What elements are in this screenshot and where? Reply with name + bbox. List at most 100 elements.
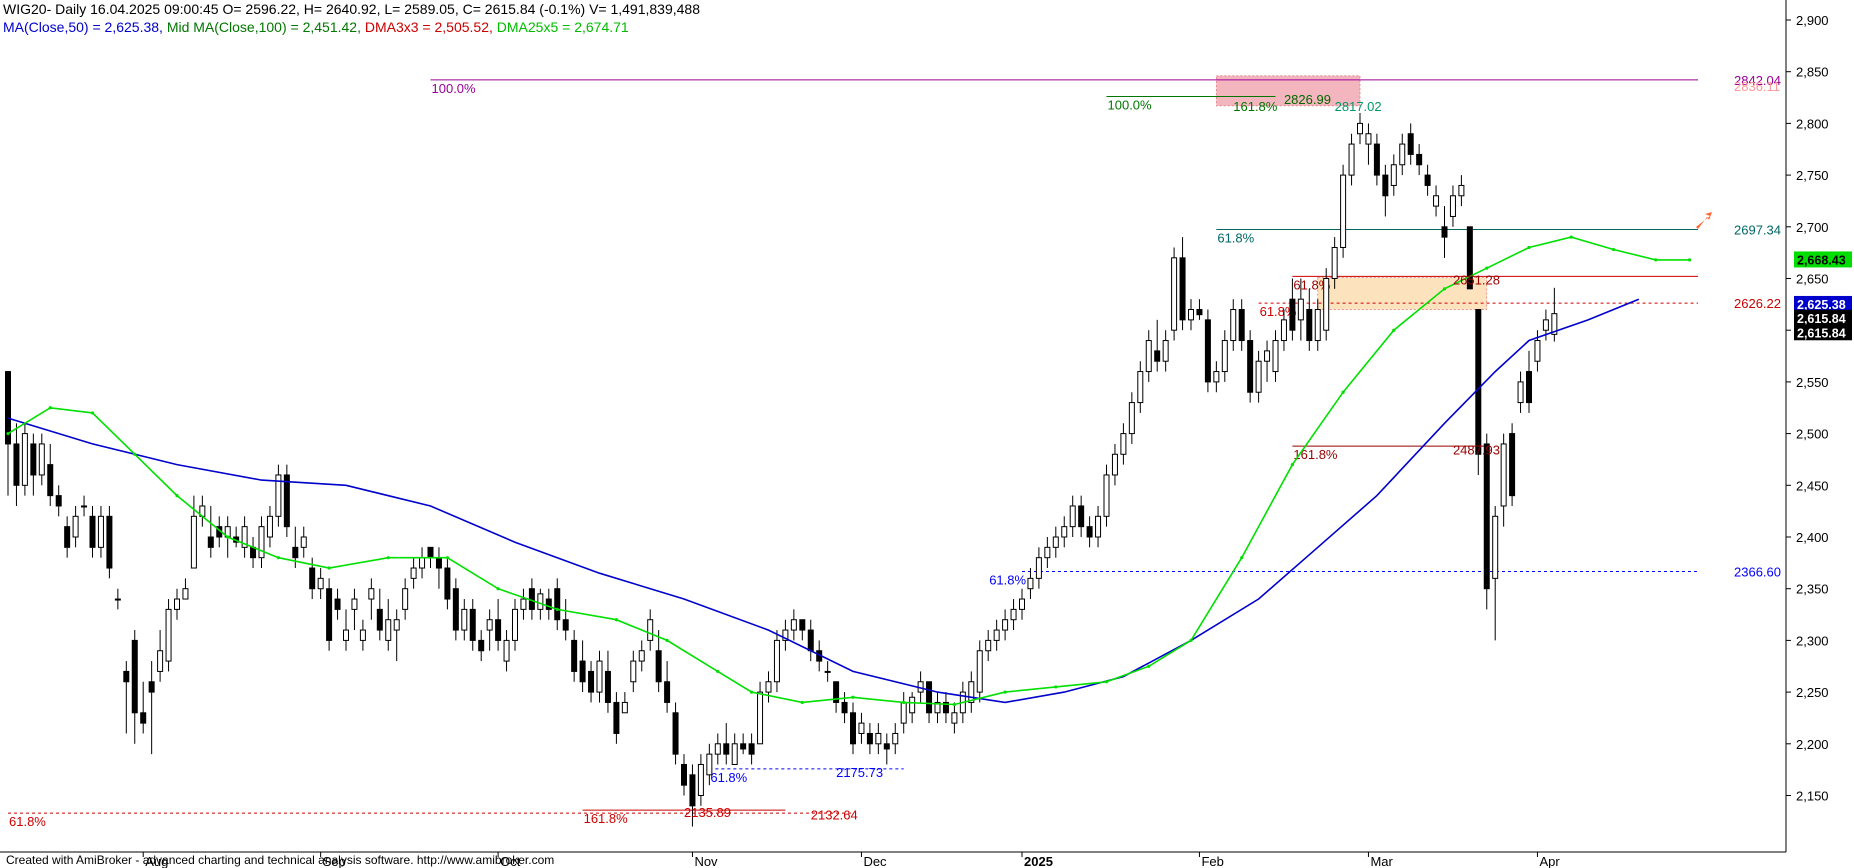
candle-body — [731, 743, 738, 765]
candle-body — [723, 743, 730, 755]
dma25-line-point — [1104, 680, 1109, 684]
dma25-line-point — [445, 556, 449, 560]
candle-body — [976, 650, 983, 693]
moving-averages-layer — [6, 235, 1692, 707]
candle-body — [55, 495, 62, 507]
candle-body — [1154, 350, 1161, 362]
candle-body — [1433, 195, 1440, 207]
dma25-line-point — [327, 566, 331, 570]
fib-level-label: 100.0% — [1108, 98, 1153, 113]
candle-body — [1399, 143, 1406, 166]
candle-body — [393, 619, 400, 631]
candle-body — [1500, 443, 1507, 507]
candle-body — [824, 670, 831, 673]
candle-body — [300, 536, 307, 548]
ma50-readout: MA(Close,50) = 2,625.38, — [3, 19, 163, 35]
candle-body — [875, 732, 882, 745]
candle-body — [461, 608, 468, 631]
dma25-line-point — [1569, 235, 1573, 239]
candle-body — [664, 681, 671, 703]
candle-body — [638, 650, 645, 662]
dma25-line-point — [276, 556, 280, 560]
y-tick-label: 2,550 — [1796, 375, 1829, 390]
fib-level-label: 61.8% — [989, 573, 1026, 588]
x-tick-label: Aug — [145, 854, 168, 868]
value-label: 2175.73 — [836, 765, 883, 780]
candle-body — [486, 619, 493, 631]
dma25-line-point — [1442, 287, 1447, 291]
candle-body — [926, 681, 933, 714]
candle-body — [1002, 619, 1009, 631]
dma25-line-point — [1341, 390, 1345, 394]
candle-body — [495, 619, 502, 641]
candle-body — [900, 701, 907, 724]
candle-body — [1416, 153, 1423, 166]
candle-body — [1407, 133, 1414, 155]
dma25-line-point — [226, 535, 230, 539]
candle-body — [883, 743, 890, 750]
dma25-line-point — [1003, 690, 1007, 694]
candle-body — [562, 619, 569, 631]
candle-body — [951, 712, 958, 724]
candle-body — [596, 660, 603, 693]
y-tick-label: 2,450 — [1796, 478, 1829, 493]
y-tick-label: 2,500 — [1796, 427, 1829, 442]
fib-level-label: 100.0% — [432, 81, 477, 96]
price-box — [1794, 324, 1852, 341]
candle-body — [419, 557, 426, 569]
candle-body — [140, 712, 147, 724]
candle-body — [807, 629, 814, 652]
candle-body — [782, 629, 789, 641]
value-label: 2135.89 — [684, 805, 731, 820]
candle-body — [833, 681, 840, 703]
header-line-1: WIG20- Daily 16.04.2025 09:00:45 O= 2596… — [3, 1, 700, 17]
candle-body — [520, 598, 527, 610]
candle-body — [410, 567, 417, 579]
candle-body — [689, 774, 696, 807]
dma25-line-point — [1485, 266, 1489, 270]
candle-body — [1314, 309, 1321, 342]
candle-body — [1340, 174, 1347, 248]
candle-body — [1238, 309, 1245, 342]
candle-body — [1044, 546, 1051, 559]
candle-body — [1509, 433, 1516, 497]
candle-body — [258, 526, 265, 559]
x-tick-label: Apr — [1539, 854, 1560, 868]
candle-body — [1027, 577, 1034, 590]
candle-body — [968, 681, 975, 703]
candle-body — [790, 619, 797, 631]
candle-body — [89, 515, 96, 548]
candle-body — [942, 701, 949, 714]
fib-level-label: 161.8% — [1293, 447, 1338, 462]
price-box-label: 2,625.38 — [1797, 298, 1846, 312]
x-tick-label: Feb — [1201, 854, 1223, 868]
candle-body — [1145, 340, 1152, 373]
right-value-label: 2836.11 — [1734, 79, 1780, 94]
y-tick-label: 2,400 — [1796, 530, 1829, 545]
fib-level-label: 61.8% — [9, 814, 46, 829]
candle-body — [892, 732, 899, 745]
y-tick-label: 2,750 — [1796, 168, 1829, 183]
candle-body — [1188, 309, 1194, 321]
candles-layer — [5, 113, 1558, 827]
y-tick-label: 2,900 — [1796, 13, 1829, 28]
candle-body — [123, 670, 130, 683]
dma25-line-point — [1687, 258, 1692, 262]
price-box-label: 2,615.84 — [1797, 326, 1846, 340]
candle-body — [850, 712, 856, 745]
y-tick-label: 2,250 — [1796, 685, 1829, 700]
candle-body — [647, 619, 654, 641]
candle-body — [1517, 381, 1524, 404]
candle-body — [1221, 340, 1228, 373]
candle-body — [64, 526, 71, 548]
candle-body — [528, 588, 535, 610]
fib-level-label: 161.8% — [584, 811, 629, 826]
candle-body — [1534, 340, 1541, 362]
candle-body — [343, 629, 349, 641]
candle-body — [72, 515, 79, 538]
candle-body — [283, 474, 290, 528]
candle-body — [512, 608, 518, 641]
y-tick-label: 2,350 — [1796, 582, 1829, 597]
candle-body — [1213, 371, 1220, 383]
